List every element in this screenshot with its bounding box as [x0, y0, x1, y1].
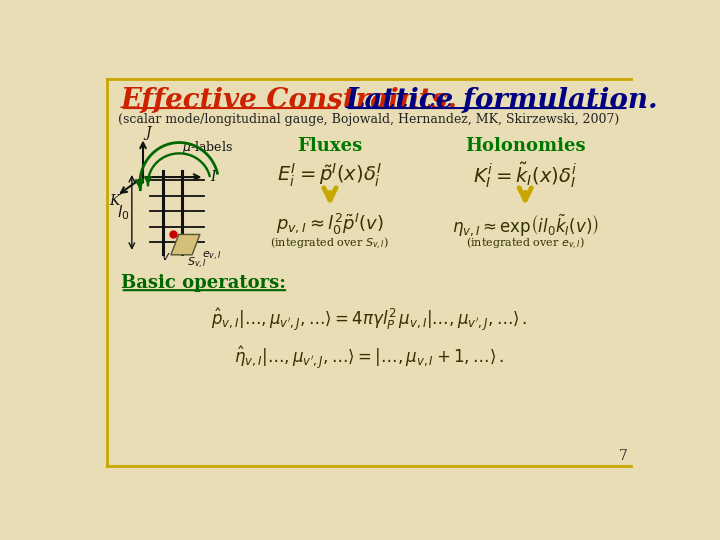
- Text: $e_{v,I}$: $e_{v,I}$: [202, 251, 222, 264]
- Text: $v$: $v$: [161, 251, 170, 264]
- Text: (scalar mode/longitudinal gauge, Bojowald, Hernandez, MK, Skirzewski, 2007): (scalar mode/longitudinal gauge, Bojowal…: [118, 113, 620, 126]
- Text: $K_I^i = \tilde{k}_I(x)\delta_I^i$: $K_I^i = \tilde{k}_I(x)\delta_I^i$: [473, 160, 577, 190]
- Text: Basic operators:: Basic operators:: [121, 274, 286, 292]
- Text: Effective Constraints.: Effective Constraints.: [121, 86, 458, 113]
- Text: $\hat{p}_{v,I}|\ldots,\mu_{v^\prime,J},\ldots\rangle = 4\pi\gamma l_P^2\,\mu_{v,: $\hat{p}_{v,I}|\ldots,\mu_{v^\prime,J},\…: [211, 306, 527, 333]
- Text: $E_i^I = \tilde{p}^I(x)\delta_i^I$: $E_i^I = \tilde{p}^I(x)\delta_i^I$: [277, 161, 382, 188]
- Text: $S_{v,I}$: $S_{v,I}$: [187, 256, 207, 271]
- Text: I: I: [210, 170, 215, 184]
- Text: $\eta_{v,I} \approx \exp\!\left(il_0\tilde{k}_I(v)\right)$: $\eta_{v,I} \approx \exp\!\left(il_0\til…: [451, 212, 599, 238]
- Text: (integrated over $S_{v,I}$): (integrated over $S_{v,I}$): [271, 237, 390, 253]
- Text: Holonomies: Holonomies: [465, 137, 585, 155]
- Text: K: K: [109, 194, 120, 208]
- Text: Fluxes: Fluxes: [297, 137, 363, 155]
- Text: Lattice formulation.: Lattice formulation.: [346, 86, 658, 113]
- Text: $p_{v,I} \approx l_0^2\tilde{p}^I(v)$: $p_{v,I} \approx l_0^2\tilde{p}^I(v)$: [276, 212, 384, 238]
- Text: 7: 7: [618, 449, 627, 463]
- Text: $l_0$: $l_0$: [117, 203, 130, 222]
- Text: (integrated over $e_{v,I}$): (integrated over $e_{v,I}$): [466, 237, 585, 253]
- Text: J: J: [145, 126, 151, 139]
- Text: $\mu$-labels: $\mu$-labels: [181, 139, 233, 157]
- Polygon shape: [171, 234, 200, 255]
- Text: $\hat{\eta}_{v,I}|\ldots,\mu_{v^\prime,J},\ldots\rangle = |\ldots,\mu_{v,I}+1,\l: $\hat{\eta}_{v,I}|\ldots,\mu_{v^\prime,J…: [234, 345, 504, 372]
